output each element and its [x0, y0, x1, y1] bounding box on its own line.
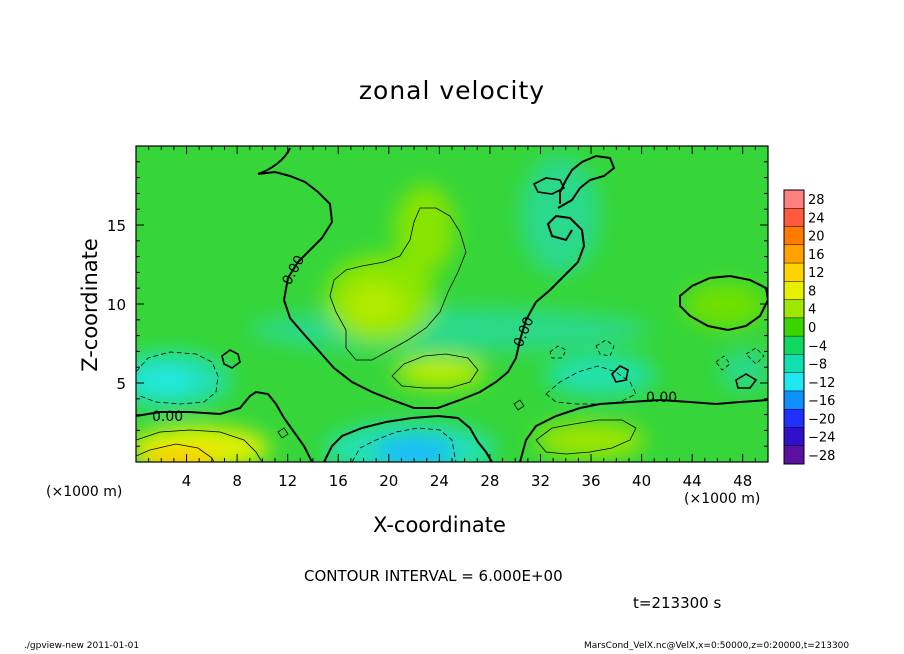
zero-contour-left: [136, 390, 313, 462]
x-tick-label: 44: [683, 472, 702, 490]
colorbar-label: 4: [808, 303, 816, 318]
y-tick-label: 15: [107, 217, 126, 235]
cold-region-far-right: [720, 350, 768, 390]
x-tick-label: 12: [278, 472, 297, 490]
pos6-contour-lower-right: [535, 419, 637, 455]
zero-contour-bottom: [323, 414, 493, 462]
cold-region-band: [250, 308, 650, 352]
small-contour-1: [277, 427, 289, 439]
colorbar-swatch: [784, 336, 804, 355]
zero-contour-right-loop: [679, 274, 768, 332]
x-tick-label: 20: [379, 472, 398, 490]
x-tick-label: 28: [480, 472, 499, 490]
x-tick-label: 24: [430, 472, 449, 490]
footer-program-label: ./gpview-new 2011-01-01: [24, 641, 140, 651]
pos6-contour-center: [329, 207, 467, 361]
x-tick-label: 16: [329, 472, 348, 490]
colorbar-swatch: [784, 445, 804, 464]
warm-region-top: [395, 185, 455, 275]
neg6-contour-small-2: [549, 345, 567, 359]
colorbar-swatch: [784, 208, 804, 227]
neg6-contour-left: [136, 351, 219, 405]
footer-source-label: MarsCond_VelX.nc@VelX,x=0:50000,z=0:2000…: [584, 641, 850, 651]
x-axis-label: X-coordinate: [373, 513, 506, 537]
colorbar-label: −8: [808, 358, 827, 373]
colorbar-swatch: [784, 263, 804, 282]
zero-contour-island-4: [532, 177, 566, 195]
colorbar-swatch: [784, 244, 804, 264]
x-axis: 4 8 12 16 20 24 28 32 36 40 44 48: [148, 146, 756, 490]
colorbar-swatch: [784, 299, 804, 318]
colorbar-swatch: [784, 372, 804, 391]
colorbar-swatch: [784, 190, 804, 209]
x-unit-label-left: (×1000 m): [46, 484, 123, 500]
x-tick-label: 40: [632, 472, 651, 490]
x-tick-label: 8: [232, 472, 242, 490]
colorbar-label: −16: [808, 394, 835, 409]
colorbar-label: −4: [808, 339, 827, 354]
x-tick-label: 36: [581, 472, 600, 490]
y-axis-label: Z-coordinate: [77, 238, 102, 372]
colorbar-label: 8: [808, 284, 816, 299]
zero-contour-island-2: [611, 365, 629, 383]
cold-region-left-core: [136, 366, 195, 394]
small-contour-2: [513, 399, 525, 411]
x-unit-label-right: (×1000 m): [684, 491, 761, 507]
y-axis: 5 10 15: [107, 161, 768, 447]
colorbar-label: −20: [808, 412, 835, 427]
pos6-contour-mid: [391, 353, 479, 389]
neg6-contour-small-1: [595, 339, 615, 357]
warm-region-mid: [395, 356, 485, 388]
colorbar-label: 20: [808, 230, 825, 245]
cold-region-right: [545, 353, 655, 397]
zero-contour-main: [257, 147, 616, 409]
zero-contour-island-3: [735, 373, 758, 389]
colorbar-label: −12: [808, 376, 835, 391]
warm-region-lower-right: [535, 422, 645, 458]
y-tick-label: 10: [107, 296, 126, 314]
colorbar-label: 12: [808, 266, 825, 281]
contour-interval-label: CONTOUR INTERVAL = 6.000E+00: [304, 567, 563, 585]
colorbar-swatch: [784, 281, 804, 300]
contour-lines: [136, 147, 768, 462]
x-tick-label: 4: [182, 472, 192, 490]
neg6-contour-bottom: [351, 427, 457, 462]
y-tick-label: 5: [116, 375, 126, 393]
warm-region-right: [685, 283, 765, 327]
colorbar-swatch: [784, 317, 804, 337]
colorbar-label: −28: [808, 449, 835, 464]
zero-contour-island-1: [221, 349, 241, 369]
neg6-contour-small-4: [745, 347, 765, 365]
contour-label: 0.00: [646, 390, 677, 406]
contour-label: 0.00: [152, 409, 183, 425]
colorbar-label: 28: [808, 193, 825, 208]
colorbar-swatch: [784, 354, 804, 373]
pos6-contour-bottom-left: [136, 429, 263, 462]
x-tick-label: 48: [733, 472, 752, 490]
neg6-contour-right: [545, 365, 637, 405]
colorbar-swatch: [784, 226, 804, 245]
time-label: t=213300 s: [633, 594, 722, 612]
chart-title: zonal velocity: [358, 76, 546, 105]
colorbar-label: 24: [808, 211, 825, 226]
heatmap-field: [136, 146, 768, 462]
colorbar-label: 16: [808, 248, 825, 263]
colorbar-label: −24: [808, 431, 835, 446]
colorbar-frame: [783, 189, 805, 465]
x-tick-label: 32: [531, 472, 550, 490]
warm-region-bottom-left: [136, 426, 270, 462]
colorbar-label: 0: [808, 321, 816, 336]
colorbar: 28 24 20 16 12 8 4 0 −4 −8 −12 −16 −20 −24 −28: [783, 189, 835, 465]
cold-region-upper: [520, 155, 600, 275]
colorbar-swatch: [784, 427, 804, 446]
cold-region-bottom-core: [375, 438, 455, 462]
warm-region-center-core: [345, 283, 405, 327]
field-background: [136, 146, 768, 462]
zero-contour-right: [519, 398, 768, 462]
colorbar-swatch: [784, 409, 804, 428]
colorbar-swatch: [784, 390, 804, 410]
